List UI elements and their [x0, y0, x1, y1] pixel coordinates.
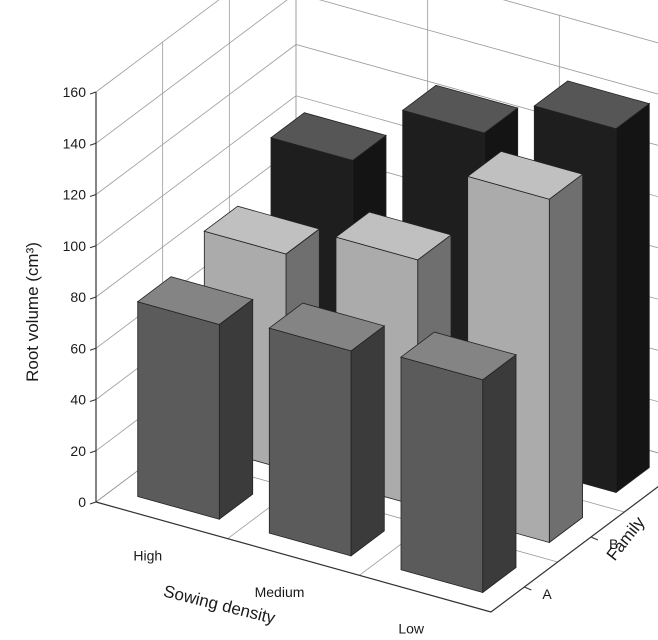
bar-A-Low — [400, 331, 517, 594]
y-tick-label: 0 — [78, 494, 86, 510]
chart-bars — [136, 80, 651, 594]
y-tick-label: 140 — [63, 135, 87, 151]
y-tick-label: 20 — [70, 443, 86, 459]
y-tick-label: 100 — [63, 238, 87, 254]
x-tick-label: Medium — [255, 584, 305, 600]
y-tick-7 — [89, 142, 97, 146]
y-tick-label: 80 — [70, 289, 86, 305]
y-tick-3 — [89, 347, 97, 351]
x-axis-line — [95, 501, 492, 613]
gridline-y-8 — [95, 0, 658, 93]
y-tick-5 — [89, 245, 97, 249]
y-tick-label: 160 — [63, 84, 87, 100]
y-axis-title: Root volume (cm³) — [23, 242, 42, 382]
z-tick-1 — [590, 536, 599, 541]
y-tick-0 — [89, 501, 97, 505]
x-tick-label: Low — [398, 621, 425, 637]
z-tick-label: A — [542, 586, 552, 602]
y-tick-6 — [89, 194, 97, 197]
z-tick-0 — [524, 586, 532, 591]
y-tick-2 — [89, 399, 97, 402]
y-tick-label: 40 — [70, 392, 86, 408]
y-tick-8 — [89, 91, 97, 95]
y-tick-4 — [89, 296, 97, 300]
y-tick-label: 120 — [63, 187, 87, 203]
bar-A-Medium — [268, 302, 386, 557]
z-tick-label: B — [609, 536, 618, 552]
y-tick-1 — [89, 450, 97, 454]
y-tick-label: 60 — [70, 340, 86, 356]
x-tick-label: High — [133, 547, 162, 563]
bar-A-High — [136, 276, 254, 520]
